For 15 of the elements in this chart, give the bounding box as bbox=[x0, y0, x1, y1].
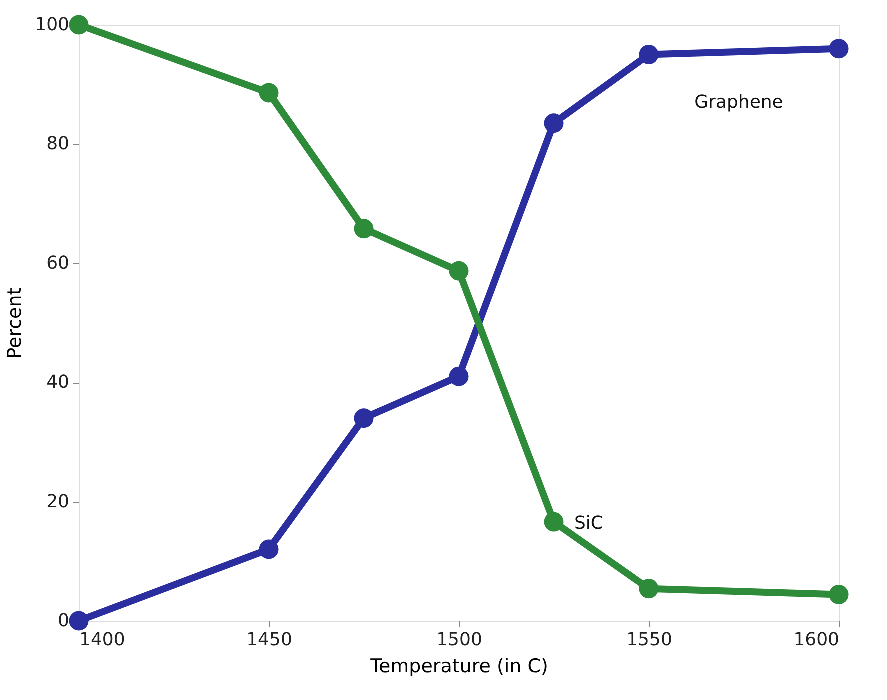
series-label: SiC bbox=[574, 513, 604, 534]
y-tick-label: 0 bbox=[58, 610, 70, 632]
x-tick-label: 1550 bbox=[626, 630, 672, 650]
x-tick-label: 1500 bbox=[436, 630, 482, 650]
text: Graphene bbox=[694, 92, 784, 113]
x-tick-label: 1450 bbox=[246, 630, 292, 650]
x-tick-label: 1600 bbox=[794, 630, 840, 650]
y-tick-label: 80 bbox=[46, 134, 70, 155]
y-tick-label: 100 bbox=[35, 14, 70, 36]
y-tick-label: 40 bbox=[46, 372, 70, 394]
y-tick-label: 60 bbox=[46, 252, 70, 274]
y-tick-label: 20 bbox=[46, 491, 70, 512]
x-axis-title: Temperature (in C) bbox=[370, 656, 548, 678]
y-axis-title: Percent bbox=[4, 288, 26, 360]
x-tick-label: 1400 bbox=[80, 630, 126, 650]
